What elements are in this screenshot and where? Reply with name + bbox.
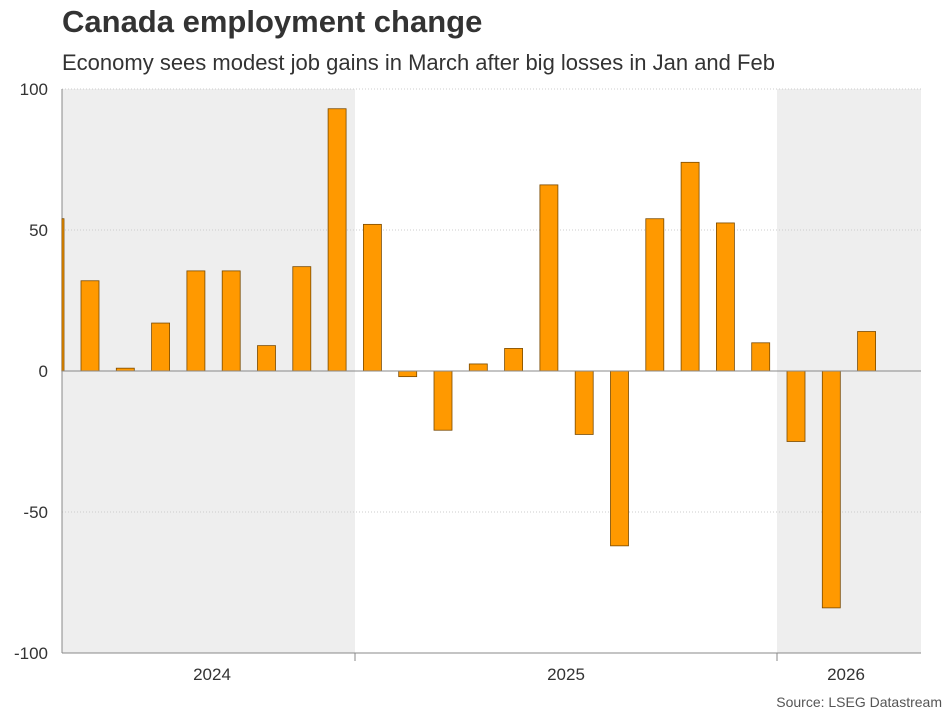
bar-2025-04 (539, 184, 559, 372)
x-tick-label-2026: 2026 (827, 665, 865, 684)
bar-2024-02 (61, 218, 65, 372)
bar-2024-08 (257, 345, 276, 372)
y-tick-label: -100 (14, 644, 48, 663)
bar-2025-07 (645, 218, 665, 372)
bar-2024-11 (362, 223, 382, 372)
chart-title: Canada employment change (62, 4, 483, 39)
y-tick-label: -50 (23, 503, 48, 522)
bar-2026-01 (857, 331, 876, 372)
bar-2024-06 (186, 270, 206, 372)
y-tick-label: 0 (39, 362, 48, 381)
x-tick-label-2025: 2025 (547, 665, 585, 684)
bar-2025-03 (504, 348, 524, 372)
bar-2024-12 (398, 370, 418, 378)
chart-subtitle: Economy sees modest job gains in March a… (62, 50, 775, 75)
bar-2024-10 (327, 108, 347, 372)
bar-2025-11 (786, 370, 806, 442)
y-tick-label: 50 (29, 221, 48, 240)
source-note: Source: LSEG Datastream (776, 694, 942, 710)
bar-2025-02 (468, 363, 488, 372)
bar-2025-10 (751, 342, 771, 372)
bar-2025-12 (821, 370, 841, 609)
bar-2024-07 (221, 270, 241, 372)
x-tick-label-2024: 2024 (193, 665, 231, 684)
y-tick-label: 100 (20, 80, 48, 99)
bar-2025-01 (433, 370, 453, 431)
bar-2024-03 (80, 280, 100, 372)
bar-2025-05 (574, 370, 594, 435)
bar-2024-05 (151, 322, 171, 372)
bar-2025-06 (610, 370, 629, 547)
bar-2025-08 (680, 161, 700, 372)
bar-2024-09 (292, 266, 312, 372)
bar-2025-09 (716, 222, 735, 372)
